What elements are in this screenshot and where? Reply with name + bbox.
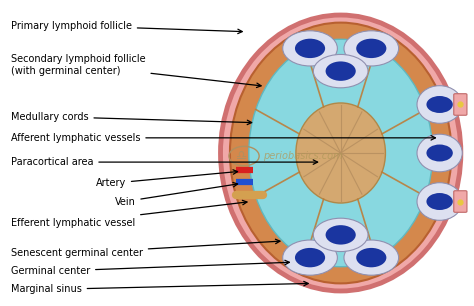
Text: Efferent lymphatic vessel: Efferent lymphatic vessel bbox=[11, 200, 247, 228]
Ellipse shape bbox=[313, 218, 368, 252]
Text: Marginal sinus: Marginal sinus bbox=[11, 281, 308, 294]
FancyBboxPatch shape bbox=[454, 94, 467, 115]
Ellipse shape bbox=[344, 240, 399, 275]
Text: Paracortical area: Paracortical area bbox=[11, 157, 318, 167]
Ellipse shape bbox=[283, 31, 337, 66]
Text: periobasics.com: periobasics.com bbox=[263, 151, 343, 161]
Ellipse shape bbox=[427, 193, 453, 210]
Text: ♎: ♎ bbox=[236, 150, 247, 162]
Text: Germinal center: Germinal center bbox=[11, 260, 289, 276]
Text: Artery: Artery bbox=[96, 170, 237, 188]
Ellipse shape bbox=[417, 86, 462, 123]
Ellipse shape bbox=[427, 96, 453, 113]
Ellipse shape bbox=[417, 183, 462, 220]
Text: Vein: Vein bbox=[115, 182, 237, 207]
Ellipse shape bbox=[356, 248, 386, 267]
Text: Primary lymphoid follicle: Primary lymphoid follicle bbox=[11, 21, 242, 34]
Ellipse shape bbox=[344, 31, 399, 66]
Ellipse shape bbox=[326, 225, 356, 244]
Ellipse shape bbox=[249, 39, 433, 267]
Ellipse shape bbox=[220, 15, 461, 291]
Text: Afferent lymphatic vessels: Afferent lymphatic vessels bbox=[11, 133, 436, 143]
Text: Senescent germinal center: Senescent germinal center bbox=[11, 239, 280, 258]
Ellipse shape bbox=[295, 248, 325, 267]
Ellipse shape bbox=[326, 62, 356, 81]
Ellipse shape bbox=[283, 240, 337, 275]
Ellipse shape bbox=[296, 103, 385, 203]
Text: Medullary cords: Medullary cords bbox=[11, 112, 252, 125]
Ellipse shape bbox=[417, 134, 462, 172]
Ellipse shape bbox=[356, 39, 386, 58]
Ellipse shape bbox=[427, 144, 453, 162]
FancyBboxPatch shape bbox=[454, 191, 467, 212]
Ellipse shape bbox=[295, 39, 325, 58]
Ellipse shape bbox=[313, 54, 368, 88]
Text: Secondary lymphoid follicle
(with germinal center): Secondary lymphoid follicle (with germin… bbox=[11, 54, 261, 88]
Ellipse shape bbox=[230, 23, 451, 283]
